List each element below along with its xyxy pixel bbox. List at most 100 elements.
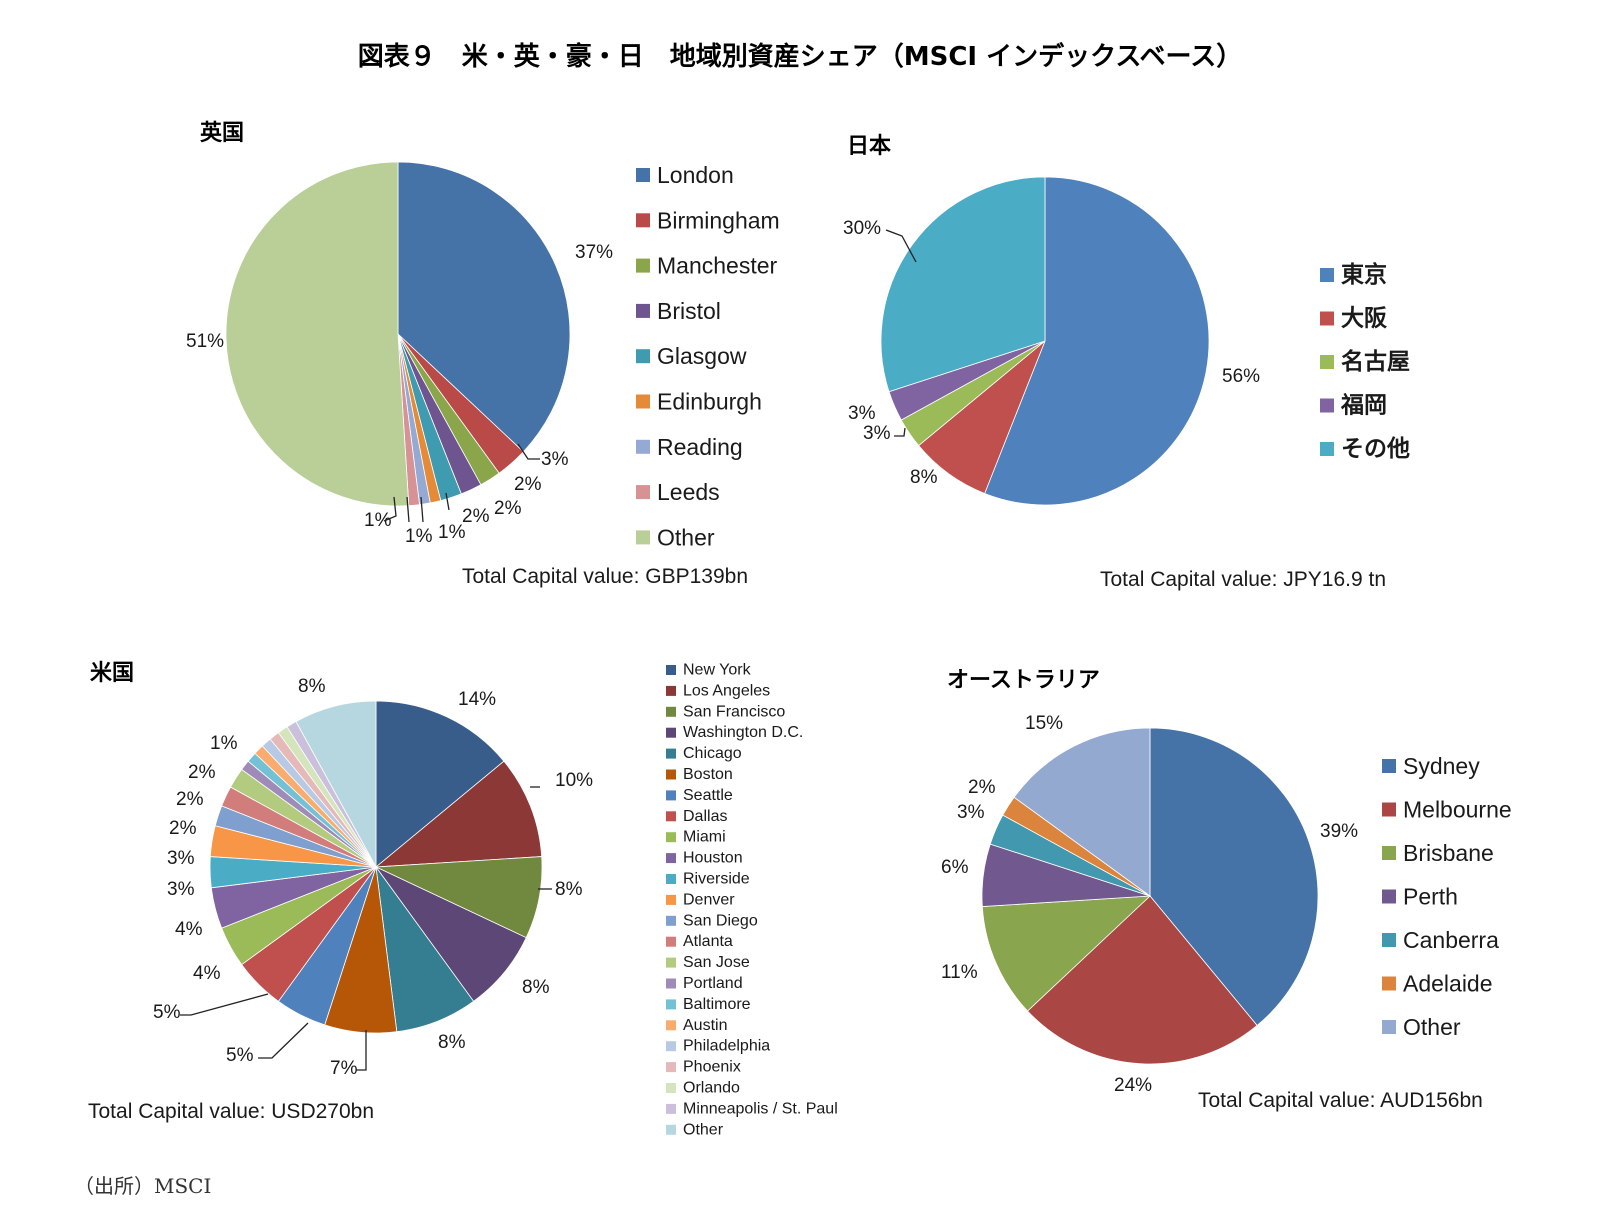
japan-legend-swatch-item-3 bbox=[1320, 398, 1334, 413]
us-label-other: 8% bbox=[298, 676, 326, 697]
us-legend-swatch-phoenix bbox=[666, 1062, 676, 1073]
us-label-boston: 7% bbox=[330, 1058, 358, 1079]
us-label-riverside: 3% bbox=[167, 879, 195, 900]
japan-pie bbox=[880, 176, 1210, 506]
uk-label-leeds: 1% bbox=[364, 510, 392, 531]
us-legend-label-orlando: Orlando bbox=[683, 1080, 740, 1097]
japan-label-fukuoka: 3% bbox=[848, 403, 876, 424]
us-legend-swatch-seattle bbox=[666, 790, 676, 801]
us-legend-label-dallas: Dallas bbox=[683, 808, 727, 825]
us-legend-label-san-diego: San Diego bbox=[683, 912, 758, 929]
us-legend-swatch-minneapolis-st-paul bbox=[666, 1103, 676, 1114]
australia-legend-label-melbourne: Melbourne bbox=[1403, 797, 1512, 823]
australia-slice-melbourne bbox=[1026, 895, 1258, 1065]
australia-legend-swatch-adelaide bbox=[1382, 976, 1396, 991]
uk-label-edinburgh: 1% bbox=[438, 522, 466, 543]
australia-pct-labels: 39% 24% 11% 6% 3% 2% 15% bbox=[941, 713, 1358, 1096]
uk-legend-swatch-glasgow bbox=[636, 349, 650, 364]
us-legend-swatch-austin bbox=[666, 1020, 676, 1031]
us-label-san-francisco: 8% bbox=[555, 879, 583, 900]
us-total: Total Capital value: USD270bn bbox=[88, 1100, 374, 1123]
us-legend-label-baltimore: Baltimore bbox=[683, 996, 751, 1013]
us-legend-label-washington-d-c: Washington D.C. bbox=[683, 724, 803, 741]
us-legend-label-other: Other bbox=[683, 1121, 724, 1138]
japan-label-nagoya: 3% bbox=[863, 423, 891, 444]
australia-label-adelaide: 2% bbox=[968, 777, 996, 798]
us-legend-label-san-jose: San Jose bbox=[683, 954, 750, 971]
uk-legend-label-edinburgh: Edinburgh bbox=[657, 389, 762, 415]
us-slice-other bbox=[295, 700, 377, 868]
australia-panel: オーストラリア 39% 24% 11% 6% 3% 2% 15% Sydney M… bbox=[941, 668, 1512, 1112]
australia-label-perth: 6% bbox=[941, 857, 969, 878]
australia-legend-label-brisbane: Brisbane bbox=[1403, 840, 1494, 866]
uk-leader-edinburgh bbox=[420, 496, 424, 523]
us-label-new-york: 14% bbox=[458, 689, 496, 710]
uk-label-glasgow: 2% bbox=[462, 506, 490, 527]
uk-legend-swatch-edinburgh bbox=[636, 394, 650, 409]
uk-leader-reading bbox=[406, 496, 410, 523]
us-legend-swatch-orlando bbox=[666, 1083, 676, 1093]
australia-legend-label-canberra: Canberra bbox=[1403, 927, 1499, 953]
australia-slice-other bbox=[1013, 727, 1151, 897]
japan-legend-swatch-item-0 bbox=[1320, 268, 1334, 282]
us-legend-label-seattle: Seattle bbox=[683, 787, 733, 804]
us-label-los-angeles: 10% bbox=[555, 770, 593, 791]
australia-legend: Sydney Melbourne Brisbane Perth Canberra Adel… bbox=[1382, 753, 1512, 1040]
japan-legend-swatch-item-1 bbox=[1320, 311, 1334, 326]
uk-legend-swatch-leeds bbox=[636, 485, 650, 500]
uk-slice-other bbox=[225, 161, 410, 507]
us-label-san-diego: 2% bbox=[169, 818, 197, 839]
japan-slice-item-0 bbox=[984, 176, 1210, 506]
us-legend-swatch-portland bbox=[666, 978, 676, 989]
japan-label-other: 30% bbox=[843, 218, 881, 239]
uk-legend-swatch-manchester bbox=[636, 258, 650, 273]
us-legend-label-minneapolis-st-paul: Minneapolis / St. Paul bbox=[683, 1100, 838, 1117]
us-pct-labels: 14% 10% 8% 8% 8% 7% 5% 5% 4% 4% 3% 3% 2%… bbox=[153, 676, 593, 1079]
us-title: 米国 bbox=[90, 661, 134, 686]
japan-pct-labels: 56% 8% 3% 3% 30% bbox=[843, 218, 1260, 488]
us-legend-swatch-new-york bbox=[666, 665, 676, 675]
us-legend-label-philadelphia: Philadelphia bbox=[683, 1038, 770, 1055]
us-slice-los-angeles bbox=[374, 760, 543, 868]
japan-leader-lines bbox=[885, 229, 917, 437]
us-label-atlanta: 2% bbox=[176, 789, 204, 810]
us-label-san-jose: 2% bbox=[188, 762, 216, 783]
uk-legend-label-leeds: Leeds bbox=[657, 479, 720, 505]
uk-label-bristol: 2% bbox=[494, 498, 522, 519]
uk-legend-label-other: Other bbox=[657, 524, 715, 550]
australia-label-brisbane: 11% bbox=[941, 962, 978, 983]
japan-legend-label-item-1: 大阪 bbox=[1341, 306, 1387, 332]
uk-legend-label-manchester: Manchester bbox=[657, 253, 778, 279]
uk-label-birmingham: 3% bbox=[541, 449, 569, 470]
uk-leader-glasgow bbox=[445, 492, 450, 511]
uk-label-london: 37% bbox=[575, 242, 613, 263]
uk-legend-label-reading: Reading bbox=[657, 434, 743, 460]
us-label-dallas: 5% bbox=[153, 1002, 181, 1023]
uk-legend-label-glasgow: Glasgow bbox=[657, 343, 747, 369]
us-label-seattle: 5% bbox=[226, 1045, 254, 1066]
japan-title: 日本 bbox=[847, 134, 891, 159]
us-legend-swatch-miami bbox=[666, 832, 676, 843]
japan-legend-label-item-4: その他 bbox=[1341, 436, 1410, 462]
australia-slice-brisbane bbox=[981, 895, 1152, 1012]
us-legend-swatch-baltimore bbox=[666, 999, 676, 1010]
us-leader-seattle bbox=[258, 1022, 309, 1059]
source-note: （出所）MSCI bbox=[74, 1174, 211, 1198]
japan-slice-item-4 bbox=[880, 176, 1046, 393]
australia-label-other: 15% bbox=[1025, 713, 1063, 734]
japan-label-tokyo: 56% bbox=[1222, 366, 1260, 387]
uk-legend-swatch-london bbox=[636, 168, 650, 182]
us-label-denver: 3% bbox=[167, 848, 195, 869]
japan-legend-label-item-3: 福岡 bbox=[1340, 393, 1387, 419]
us-leader-boston bbox=[356, 1030, 367, 1071]
australia-legend-swatch-other bbox=[1382, 1020, 1396, 1034]
japan-leader-nagoya bbox=[894, 427, 906, 437]
uk-title: 英国 bbox=[200, 121, 244, 146]
australia-slice-sydney bbox=[1149, 727, 1319, 1027]
australia-label-melbourne: 24% bbox=[1114, 1075, 1152, 1096]
us-pie bbox=[209, 700, 543, 1034]
us-legend-label-phoenix: Phoenix bbox=[683, 1059, 741, 1076]
uk-legend-swatch-reading bbox=[636, 439, 650, 454]
